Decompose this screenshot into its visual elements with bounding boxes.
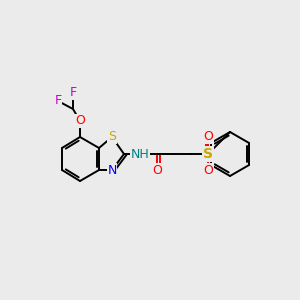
Text: O: O bbox=[203, 164, 213, 176]
Text: S: S bbox=[203, 147, 213, 161]
Text: F: F bbox=[54, 94, 61, 107]
Text: N: N bbox=[107, 164, 117, 176]
Text: F: F bbox=[69, 86, 76, 100]
Text: S: S bbox=[108, 130, 116, 143]
Text: O: O bbox=[203, 130, 213, 143]
Text: O: O bbox=[75, 115, 85, 128]
Text: O: O bbox=[152, 164, 162, 176]
Text: NH: NH bbox=[130, 148, 149, 160]
